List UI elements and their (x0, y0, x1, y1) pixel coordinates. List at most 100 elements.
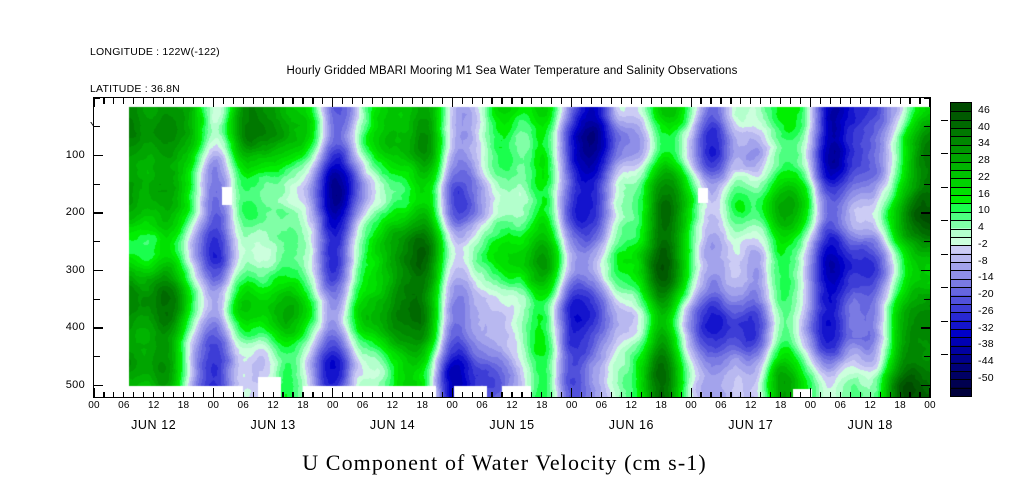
x-tick (113, 98, 115, 104)
colorbar-band (951, 119, 971, 129)
x-tick (710, 391, 712, 397)
x-tick (491, 98, 493, 104)
x-tick (531, 98, 533, 104)
x-day-label: JUN 17 (728, 418, 774, 432)
x-tick (342, 98, 344, 104)
x-tick (929, 388, 931, 397)
colorbar-band (951, 128, 971, 137)
x-day-label: JUN 14 (369, 418, 416, 432)
colorbar-band (951, 278, 971, 287)
colorbar-separator (951, 203, 971, 205)
x-tick (859, 98, 861, 104)
colorbar-label: -32 (978, 321, 994, 334)
x-tick (202, 391, 205, 397)
x-tick (401, 391, 404, 397)
x-tick (93, 388, 95, 397)
x-tick (471, 391, 473, 397)
x-tick (929, 98, 931, 107)
x-tick (819, 391, 822, 397)
x-tick (282, 391, 284, 397)
colorbar-band (951, 295, 971, 304)
colorbar-band (951, 236, 971, 246)
x-tick (242, 98, 244, 104)
latitude-text: LATITUDE : 36.8N (90, 83, 180, 95)
x-day-label: JUN 13 (250, 418, 296, 432)
x-tick (869, 98, 871, 104)
x-tick (670, 391, 672, 397)
x-tick (222, 391, 224, 397)
colorbar-label: -20 (978, 288, 994, 301)
x-tick (362, 391, 364, 397)
colorbar-tick (941, 220, 948, 222)
x-tick (143, 98, 145, 104)
colorbar-separator (951, 178, 971, 180)
x-tick (362, 98, 364, 104)
colorbar-label: 4 (978, 221, 985, 234)
x-tick (650, 98, 652, 104)
x-tick (541, 391, 543, 397)
x-tick (640, 391, 642, 397)
x-tick (133, 391, 135, 397)
x-tick (232, 98, 234, 104)
x-hour-label: 06 (356, 400, 369, 411)
x-tick (192, 391, 195, 397)
colorbar-tick (941, 253, 948, 255)
x-hour-label: 00 (924, 400, 936, 411)
colorbar-label: 28 (978, 154, 991, 167)
colorbar-separator (951, 303, 971, 305)
colorbar-band (951, 220, 971, 229)
x-tick (461, 391, 463, 397)
colorbar-separator (951, 287, 971, 289)
colorbar-label: 22 (978, 170, 991, 183)
x-hour-label: 06 (834, 400, 847, 411)
colorbar-band (951, 378, 971, 388)
x-tick (123, 391, 125, 397)
colorbar-separator (951, 128, 971, 130)
colorbar-separator (951, 320, 971, 322)
x-hour-label: 18 (774, 400, 787, 411)
x-tick (809, 98, 812, 107)
colorbar-band (951, 136, 971, 145)
x-tick (680, 391, 682, 397)
x-hour-label: 12 (386, 400, 399, 411)
colorbar-tick (941, 119, 948, 121)
colorbar-band (951, 261, 971, 271)
colorbar-separator (951, 236, 971, 238)
x-tick (262, 391, 264, 397)
x-tick (262, 98, 264, 104)
x-hour-label: 12 (506, 400, 518, 411)
y-tick (94, 154, 103, 157)
x-tick (411, 391, 414, 397)
longitude-text: LONGITUDE : 122W(-122) (90, 46, 220, 59)
x-tick (123, 98, 125, 104)
x-tick (700, 98, 702, 104)
x-tick (312, 391, 314, 397)
x-tick (780, 98, 782, 104)
colorbar-separator (951, 295, 971, 297)
x-hour-label: 00 (446, 400, 459, 411)
colorbar-band (951, 186, 971, 195)
colorbar-separator (951, 186, 971, 188)
colorbar-band (951, 178, 971, 187)
y-tick-label: 300 (65, 263, 85, 276)
y-tick (94, 183, 100, 185)
x-hour-label: 12 (864, 400, 877, 411)
x-hour-label: 06 (237, 400, 250, 411)
x-tick (919, 391, 921, 397)
colorbar-separator (951, 169, 971, 171)
x-tick (352, 391, 354, 397)
x-hour-label: 18 (416, 400, 429, 411)
x-tick (600, 98, 603, 104)
colorbar-separator (951, 387, 971, 389)
x-tick (879, 391, 881, 397)
colorbar-band (951, 362, 971, 371)
colorbar-band (951, 320, 971, 329)
y-tick (924, 298, 930, 300)
x-tick (571, 388, 573, 397)
x-tick (332, 98, 334, 107)
colorbar-band (951, 353, 971, 363)
y-tick (94, 269, 103, 272)
x-tick (222, 98, 224, 104)
colorbar-band (951, 161, 971, 170)
